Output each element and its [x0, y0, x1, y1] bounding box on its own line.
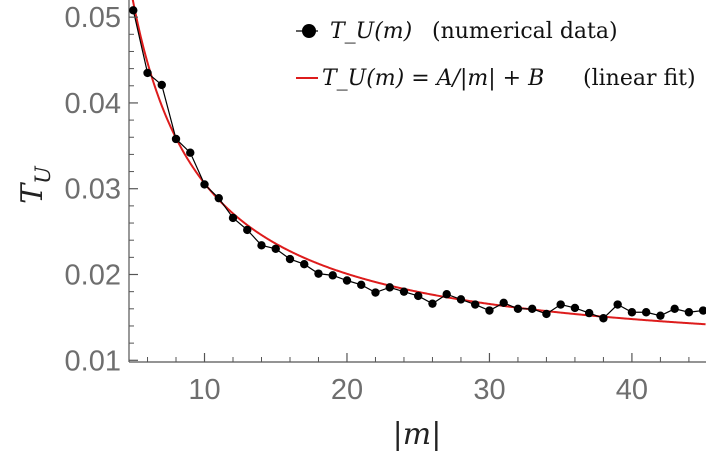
data-point: [257, 241, 266, 250]
data-point: [556, 300, 565, 309]
data-point: [570, 303, 580, 313]
data-point: [143, 68, 152, 78]
fit-layer: [131, 0, 706, 326]
data-point: [613, 300, 622, 309]
data-point: [342, 276, 352, 285]
data-point: [399, 287, 409, 296]
data-point: [285, 254, 295, 264]
data-point: [584, 308, 594, 318]
data-point: [513, 304, 523, 314]
y-axis-title: TU: [15, 165, 55, 204]
y-tick-label: 0.05: [65, 2, 121, 34]
data-point: [428, 299, 437, 308]
legend-data-label: T_U(m): [330, 19, 412, 44]
data-point: [499, 298, 508, 308]
y-tick-label: 0.04: [65, 88, 121, 120]
data-point: [698, 306, 706, 315]
data-point: [627, 308, 637, 317]
x-axis-title: |m|: [393, 417, 442, 452]
data-point: [527, 304, 537, 314]
legend-data-marker: [302, 24, 316, 38]
y-tick-label: 0.03: [65, 174, 121, 206]
data-point: [385, 283, 394, 292]
data-point: [314, 269, 323, 278]
fit-curve: [131, 0, 706, 326]
data-point: [684, 308, 694, 317]
data-point: [670, 304, 679, 314]
data-point: [157, 80, 166, 90]
legend-data-note: (numerical data): [432, 19, 618, 44]
data-point: [328, 271, 337, 280]
legend-fit-label: T_U(m) = A/|m| + B: [322, 66, 544, 91]
y-tick-label: 0.01: [65, 345, 121, 377]
data-point: [214, 193, 223, 203]
data-layer: [129, 6, 706, 323]
x-tick-label: 30: [473, 374, 505, 406]
data-point: [243, 225, 252, 235]
data-point: [485, 306, 494, 315]
data-point: [414, 291, 423, 301]
legend-fit-note: (linear fit): [583, 66, 696, 91]
data-point: [129, 6, 138, 15]
data-point: [442, 290, 451, 299]
axes: [128, 0, 706, 363]
ticks: 10 20 30 40 0.01 0.02 0.03 0.04 0.05: [65, 2, 690, 406]
data-point: [357, 280, 366, 289]
y-axis-title-base: T: [15, 182, 50, 204]
data-point: [300, 260, 309, 269]
data-point: [641, 308, 651, 317]
y-axis-title-sub: U: [31, 165, 55, 184]
data-point: [271, 244, 280, 253]
x-tick-label: 10: [188, 374, 220, 406]
x-tick-label: 40: [616, 374, 648, 406]
data-point: [200, 180, 209, 189]
legend: T_U(m) (numerical data) T_U(m) = A/|m| +…: [296, 19, 696, 91]
data-point: [371, 288, 380, 297]
data-point: [542, 309, 551, 319]
data-series-line: [132, 10, 704, 319]
data-point: [186, 148, 195, 157]
data-point: [599, 314, 608, 323]
data-point: [656, 311, 665, 320]
data-point: [228, 213, 238, 223]
data-point: [456, 295, 466, 304]
data-point: [471, 300, 480, 309]
data-point: [171, 134, 181, 144]
x-tick-label: 20: [331, 374, 363, 406]
y-tick-label: 0.02: [65, 260, 121, 292]
